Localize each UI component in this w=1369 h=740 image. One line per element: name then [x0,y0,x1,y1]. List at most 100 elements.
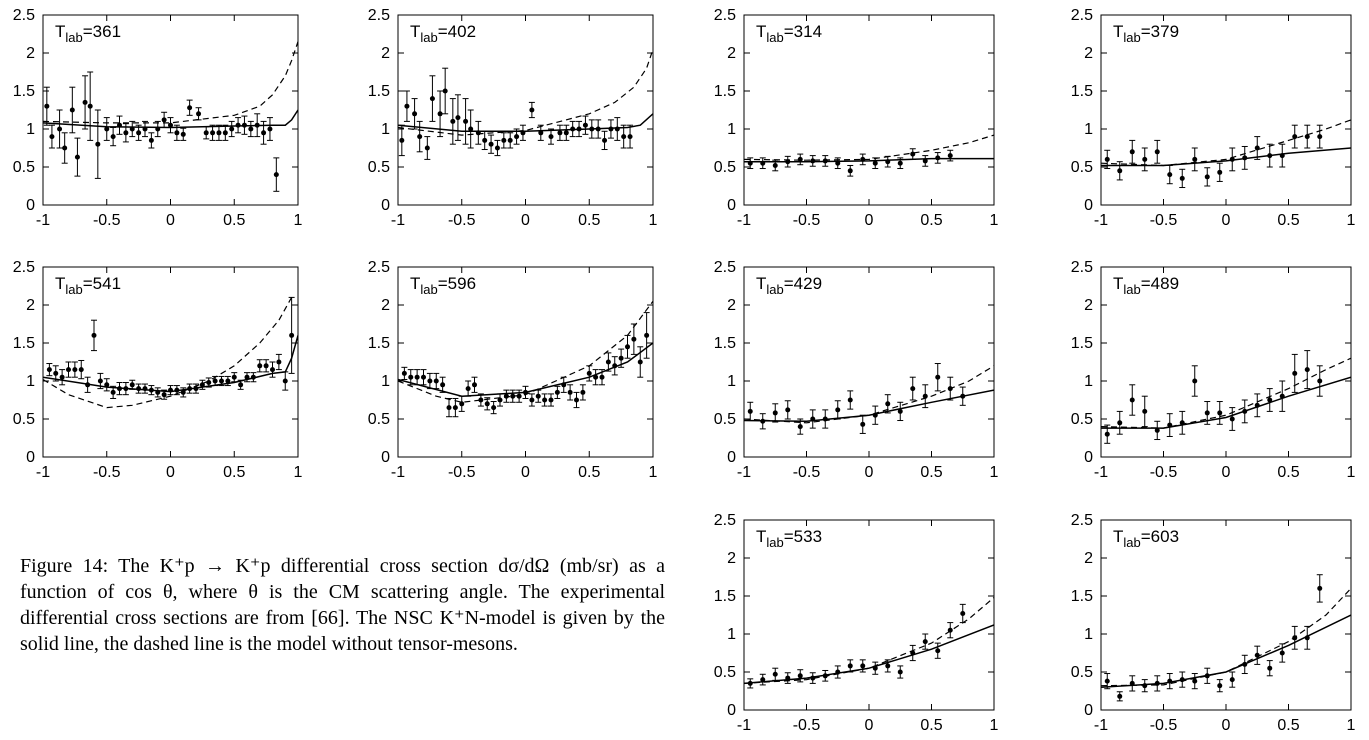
data-point [1254,145,1260,151]
data-point [897,408,903,414]
x-tick-label: -0.5 [1150,464,1178,481]
data-point [747,680,753,686]
y-tick-label: 0.5 [368,159,390,176]
data-point [542,397,548,403]
x-tick-label: 0.5 [920,464,942,481]
y-tick-label: 1.5 [368,83,390,100]
data-point [1167,172,1173,178]
x-tick-label: 1 [1347,212,1356,229]
x-tick-label: 0.5 [578,464,600,481]
model-curve-solid [744,624,994,685]
data-point [267,126,273,132]
data-point [463,118,469,124]
data-point [404,103,410,109]
data-point [475,130,481,136]
y-tick-label: 0 [381,197,390,214]
data-point [612,363,618,369]
model-curve-dashed [744,134,994,161]
panel-label: Tlab=379 [1113,22,1179,45]
y-tick-label: 2.5 [714,7,736,24]
data-point [187,386,193,392]
y-tick-label: 2.5 [714,259,736,276]
data-point [455,115,461,121]
y-tick-label: 0 [1084,449,1093,466]
data-point [561,382,567,388]
y-tick-label: 0 [26,197,35,214]
data-point [1304,367,1310,373]
data-point [174,387,180,393]
data-point [580,389,586,395]
data-point [897,669,903,675]
y-tick-label: 1 [1084,373,1093,390]
data-point [785,159,791,165]
x-tick-label: 0 [1222,212,1231,229]
data-point [885,401,891,407]
y-tick-label: 1 [727,373,736,390]
data-point [180,131,186,137]
chart-panel: -1 -0.5 0 0.5 1 0 0.5 1 1.5 2 2.5 Tlab=541 [13,259,303,481]
data-point [69,107,75,113]
x-tick-label: 0.5 [920,717,942,734]
data-point [110,134,116,140]
data-point [1267,153,1273,159]
data-point [1217,169,1223,175]
data-point [574,397,579,403]
data-point [193,386,199,392]
y-tick-label: 2 [1084,45,1093,62]
data-point [510,393,516,399]
data-point [66,367,71,373]
data-point [637,359,643,365]
x-tick-label: 0 [521,212,530,229]
x-tick-label: -1 [36,212,50,229]
data-point [1304,635,1310,641]
data-point [78,367,84,373]
data-point [608,126,614,132]
data-point [529,397,535,403]
data-point [1192,156,1198,162]
y-tick-label: 1.5 [13,83,35,100]
data-point [257,363,263,369]
y-tick-label: 0.5 [714,664,736,681]
y-tick-label: 0 [727,702,736,719]
data-point [538,130,544,136]
data-point [450,118,456,124]
x-tick-label: 1 [1347,717,1356,734]
panel-label: Tlab=533 [756,527,822,550]
data-point [497,397,503,403]
y-tick-label: 1.5 [1071,335,1093,352]
data-point [563,130,569,136]
panel-label: Tlab=361 [55,22,121,45]
x-tick-label: 0 [1222,717,1231,734]
data-point [860,156,866,162]
data-point [810,416,816,422]
data-point [860,421,866,427]
panel-label: Tlab=603 [1113,527,1179,550]
data-point [1154,680,1160,686]
data-point [1142,156,1148,162]
x-tick-label: -0.5 [1150,212,1178,229]
chart-panel: -1 -0.5 0 0.5 1 0 0.5 1 1.5 2 2.5 Tlab=596 [368,259,658,481]
data-point [627,134,633,140]
data-point [1229,416,1235,422]
data-point [810,675,816,681]
x-tick-label: 1 [649,212,658,229]
data-point [282,378,288,384]
data-point [484,401,490,407]
data-point [935,155,941,161]
data-point [74,154,80,160]
data-point [72,367,78,373]
y-tick-label: 2 [727,297,736,314]
data-point [187,105,193,111]
y-tick-label: 0.5 [1071,159,1093,176]
caption-line: Figure 14: The K⁺p → K⁺p differential cr… [20,555,550,577]
y-tick-label: 1 [26,373,35,390]
data-point [847,168,853,174]
data-point [822,416,828,422]
data-point [872,160,878,166]
data-point [1129,680,1135,686]
data-point [155,389,161,395]
y-tick-label: 0.5 [13,411,35,428]
x-tick-label: 0.5 [1277,212,1299,229]
x-tick-label: 0.5 [1277,464,1299,481]
